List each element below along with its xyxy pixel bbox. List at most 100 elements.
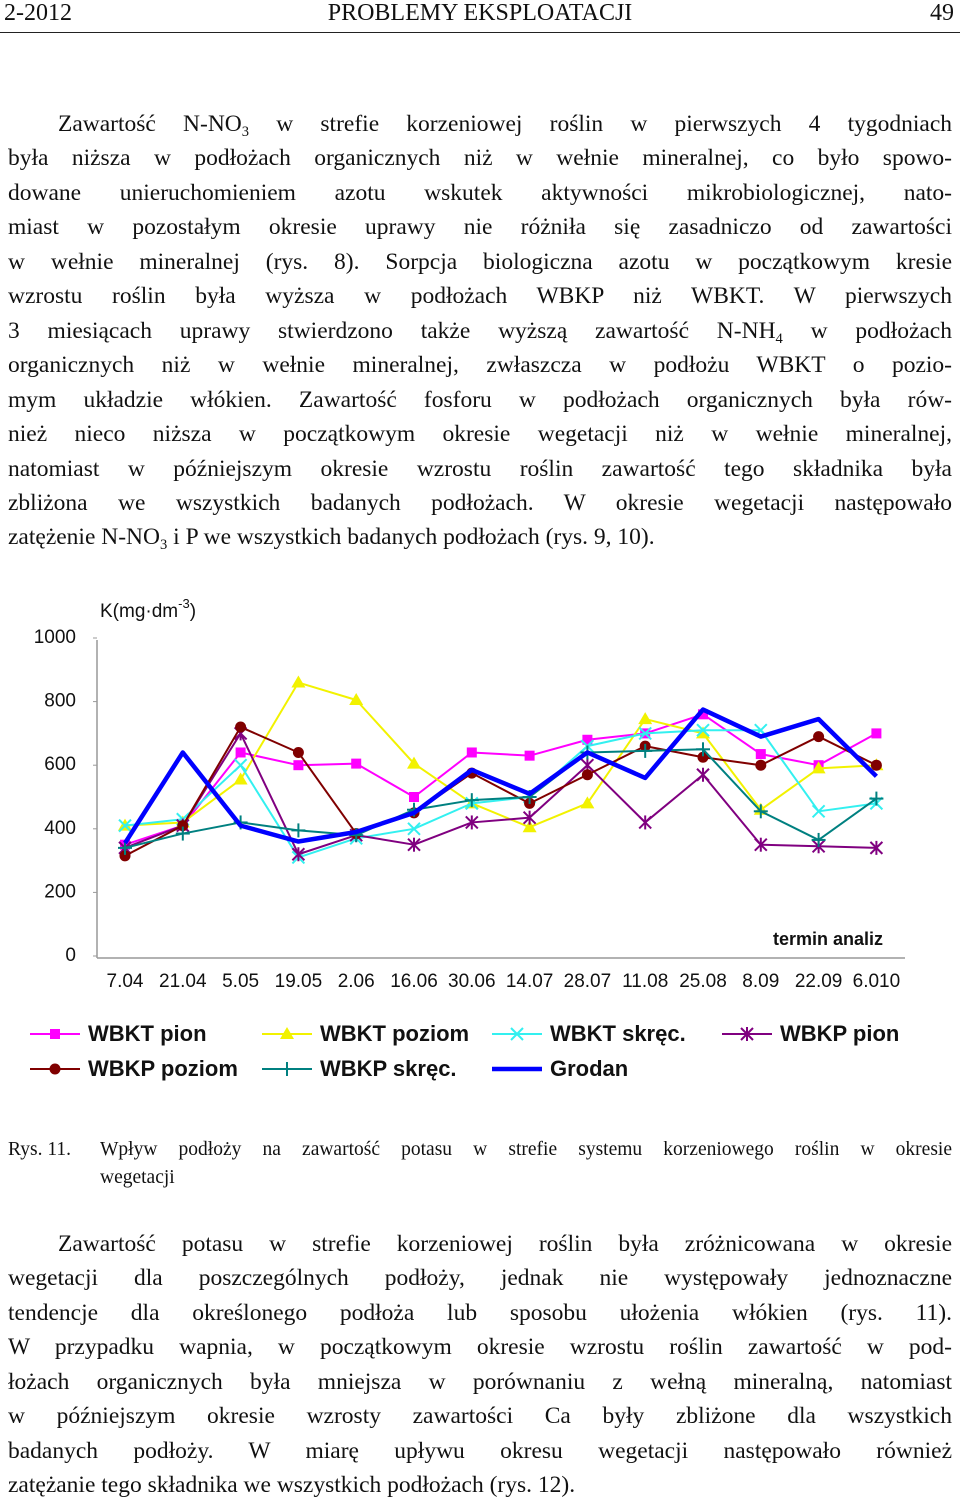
text-run: miast w pozostałym okresie uprawy nie ró… bbox=[8, 214, 952, 241]
text-line: dowane unieruchomieniem azotu wskutek ak… bbox=[8, 176, 952, 210]
marker bbox=[233, 772, 248, 785]
marker bbox=[293, 760, 304, 771]
marker bbox=[280, 1027, 294, 1039]
y-tick-label: 0 bbox=[65, 945, 76, 966]
x-tick-label: 5.05 bbox=[222, 971, 259, 992]
text-line: miast w pozostałym okresie uprawy nie ró… bbox=[8, 210, 952, 244]
x-tick-label: 16.06 bbox=[390, 971, 438, 992]
marker bbox=[581, 769, 593, 781]
text-run: Zawartość potasu w strefie korzeniowej r… bbox=[58, 1231, 952, 1257]
text-run: w podłożach bbox=[782, 317, 952, 344]
text-run: była niższa w podłożach organicznych niż… bbox=[8, 145, 952, 172]
legend-label: WBKT poziom bbox=[320, 1021, 469, 1046]
marker bbox=[580, 796, 595, 809]
marker bbox=[177, 820, 189, 832]
text-line: łożach organicznych była mniejsza w poró… bbox=[8, 1365, 952, 1399]
x-tick-label: 21.04 bbox=[159, 971, 207, 992]
marker-triangle bbox=[696, 726, 710, 739]
x-tick-label: 25.08 bbox=[679, 971, 727, 992]
marker bbox=[407, 756, 421, 769]
marker-triangle bbox=[811, 761, 826, 774]
y-axis-label: K(mg·dm-3) bbox=[100, 596, 196, 622]
marker-square bbox=[351, 758, 362, 769]
marker bbox=[50, 1029, 60, 1039]
text-line: Zawartość N-NO3 w strefie korzeniowej ro… bbox=[58, 107, 952, 141]
marker bbox=[869, 840, 884, 855]
text-line: wzrostu roślin była wyższa w podłożach W… bbox=[8, 279, 952, 313]
marker bbox=[696, 726, 710, 739]
marker-circle bbox=[870, 759, 882, 771]
marker bbox=[409, 792, 419, 802]
subscript: 3 bbox=[241, 124, 250, 140]
marker bbox=[698, 709, 708, 720]
marker-stroke bbox=[407, 822, 421, 836]
marker-square bbox=[524, 750, 535, 761]
marker bbox=[349, 693, 364, 706]
marker bbox=[466, 747, 477, 758]
text-line: badanych podłoży. W miarę upływu okresu … bbox=[8, 1434, 952, 1468]
subscript: 3 bbox=[160, 537, 168, 554]
header-center: PROBLEMY EKSPLOATACJI bbox=[327, 0, 633, 26]
marker bbox=[740, 1027, 754, 1041]
text-run: badanych podłoży. W miarę upływu okresu … bbox=[8, 1437, 952, 1464]
series-line bbox=[124, 681, 877, 829]
y-tick-label: 600 bbox=[44, 754, 76, 775]
marker bbox=[464, 793, 479, 808]
legend-label: WBKT skręc. bbox=[550, 1021, 686, 1046]
marker bbox=[522, 810, 537, 825]
text-run: zatężanie tego składnika we wszystkich p… bbox=[8, 1472, 576, 1499]
marker bbox=[522, 820, 537, 833]
marker bbox=[235, 721, 247, 733]
marker bbox=[582, 734, 593, 745]
marker bbox=[755, 759, 767, 771]
marker-stroke bbox=[696, 723, 710, 737]
text-line: w późniejszym okresie wzrosty zawartości… bbox=[8, 1399, 952, 1433]
legend-entry: WBKT poziom bbox=[262, 1021, 469, 1046]
text-line: zatężenie N-NO3 i P we wszystkich badany… bbox=[8, 520, 952, 554]
marker-triangle bbox=[522, 820, 537, 833]
marker-stroke bbox=[811, 804, 826, 819]
text-run: Zawartość N-NO bbox=[58, 111, 242, 137]
marker bbox=[49, 1063, 61, 1075]
marker-square bbox=[50, 1029, 60, 1039]
marker bbox=[869, 791, 884, 806]
caption-line: wegetacji bbox=[100, 1167, 175, 1188]
legend-entry: WBKT pion bbox=[30, 1021, 207, 1046]
marker-square bbox=[293, 760, 304, 771]
marker bbox=[638, 712, 653, 725]
text-run: W przypadku wapnia, w początkowym okresi… bbox=[8, 1334, 952, 1361]
x-tick-label: 28.07 bbox=[564, 971, 612, 992]
text-line: Zawartość potasu w strefie korzeniowej r… bbox=[58, 1227, 952, 1261]
marker bbox=[510, 1027, 524, 1041]
subscript: 4 bbox=[775, 330, 783, 347]
text-line: mym układzie włókien. Zawartość fosforu … bbox=[8, 383, 952, 417]
marker-triangle bbox=[407, 756, 421, 769]
caption-line: Wpływ podłoży na zawartość potasu w stre… bbox=[100, 1139, 952, 1160]
marker bbox=[407, 822, 421, 836]
text-run: dowane unieruchomieniem azotu wskutek ak… bbox=[8, 179, 952, 206]
text-run: natomiast w późniejszym okresie wzrostu … bbox=[8, 455, 952, 482]
y-tick-label: 400 bbox=[44, 818, 76, 839]
y-tick-label: 200 bbox=[44, 881, 76, 902]
marker-circle bbox=[235, 721, 247, 733]
marker bbox=[407, 837, 421, 852]
marker bbox=[638, 815, 652, 830]
marker-circle bbox=[119, 850, 131, 862]
header-left: 2-2012 bbox=[4, 0, 72, 26]
marker bbox=[119, 850, 131, 862]
marker bbox=[292, 746, 304, 758]
text-line: W przypadku wapnia, w początkowym okresi… bbox=[8, 1330, 952, 1364]
marker-square bbox=[698, 709, 708, 720]
marker bbox=[696, 723, 710, 737]
marker bbox=[233, 758, 248, 772]
marker bbox=[871, 728, 882, 739]
marker-circle bbox=[177, 820, 189, 832]
text-line: nież nieco niższa w początkowym okresie … bbox=[8, 417, 952, 451]
marker bbox=[465, 815, 479, 830]
text-line: 3 miesiącach uprawy stwierdzono także wy… bbox=[8, 314, 952, 348]
marker bbox=[118, 840, 132, 855]
x-axis-label: termin analiz bbox=[773, 929, 883, 949]
marker bbox=[813, 731, 825, 743]
marker-circle bbox=[755, 759, 767, 771]
